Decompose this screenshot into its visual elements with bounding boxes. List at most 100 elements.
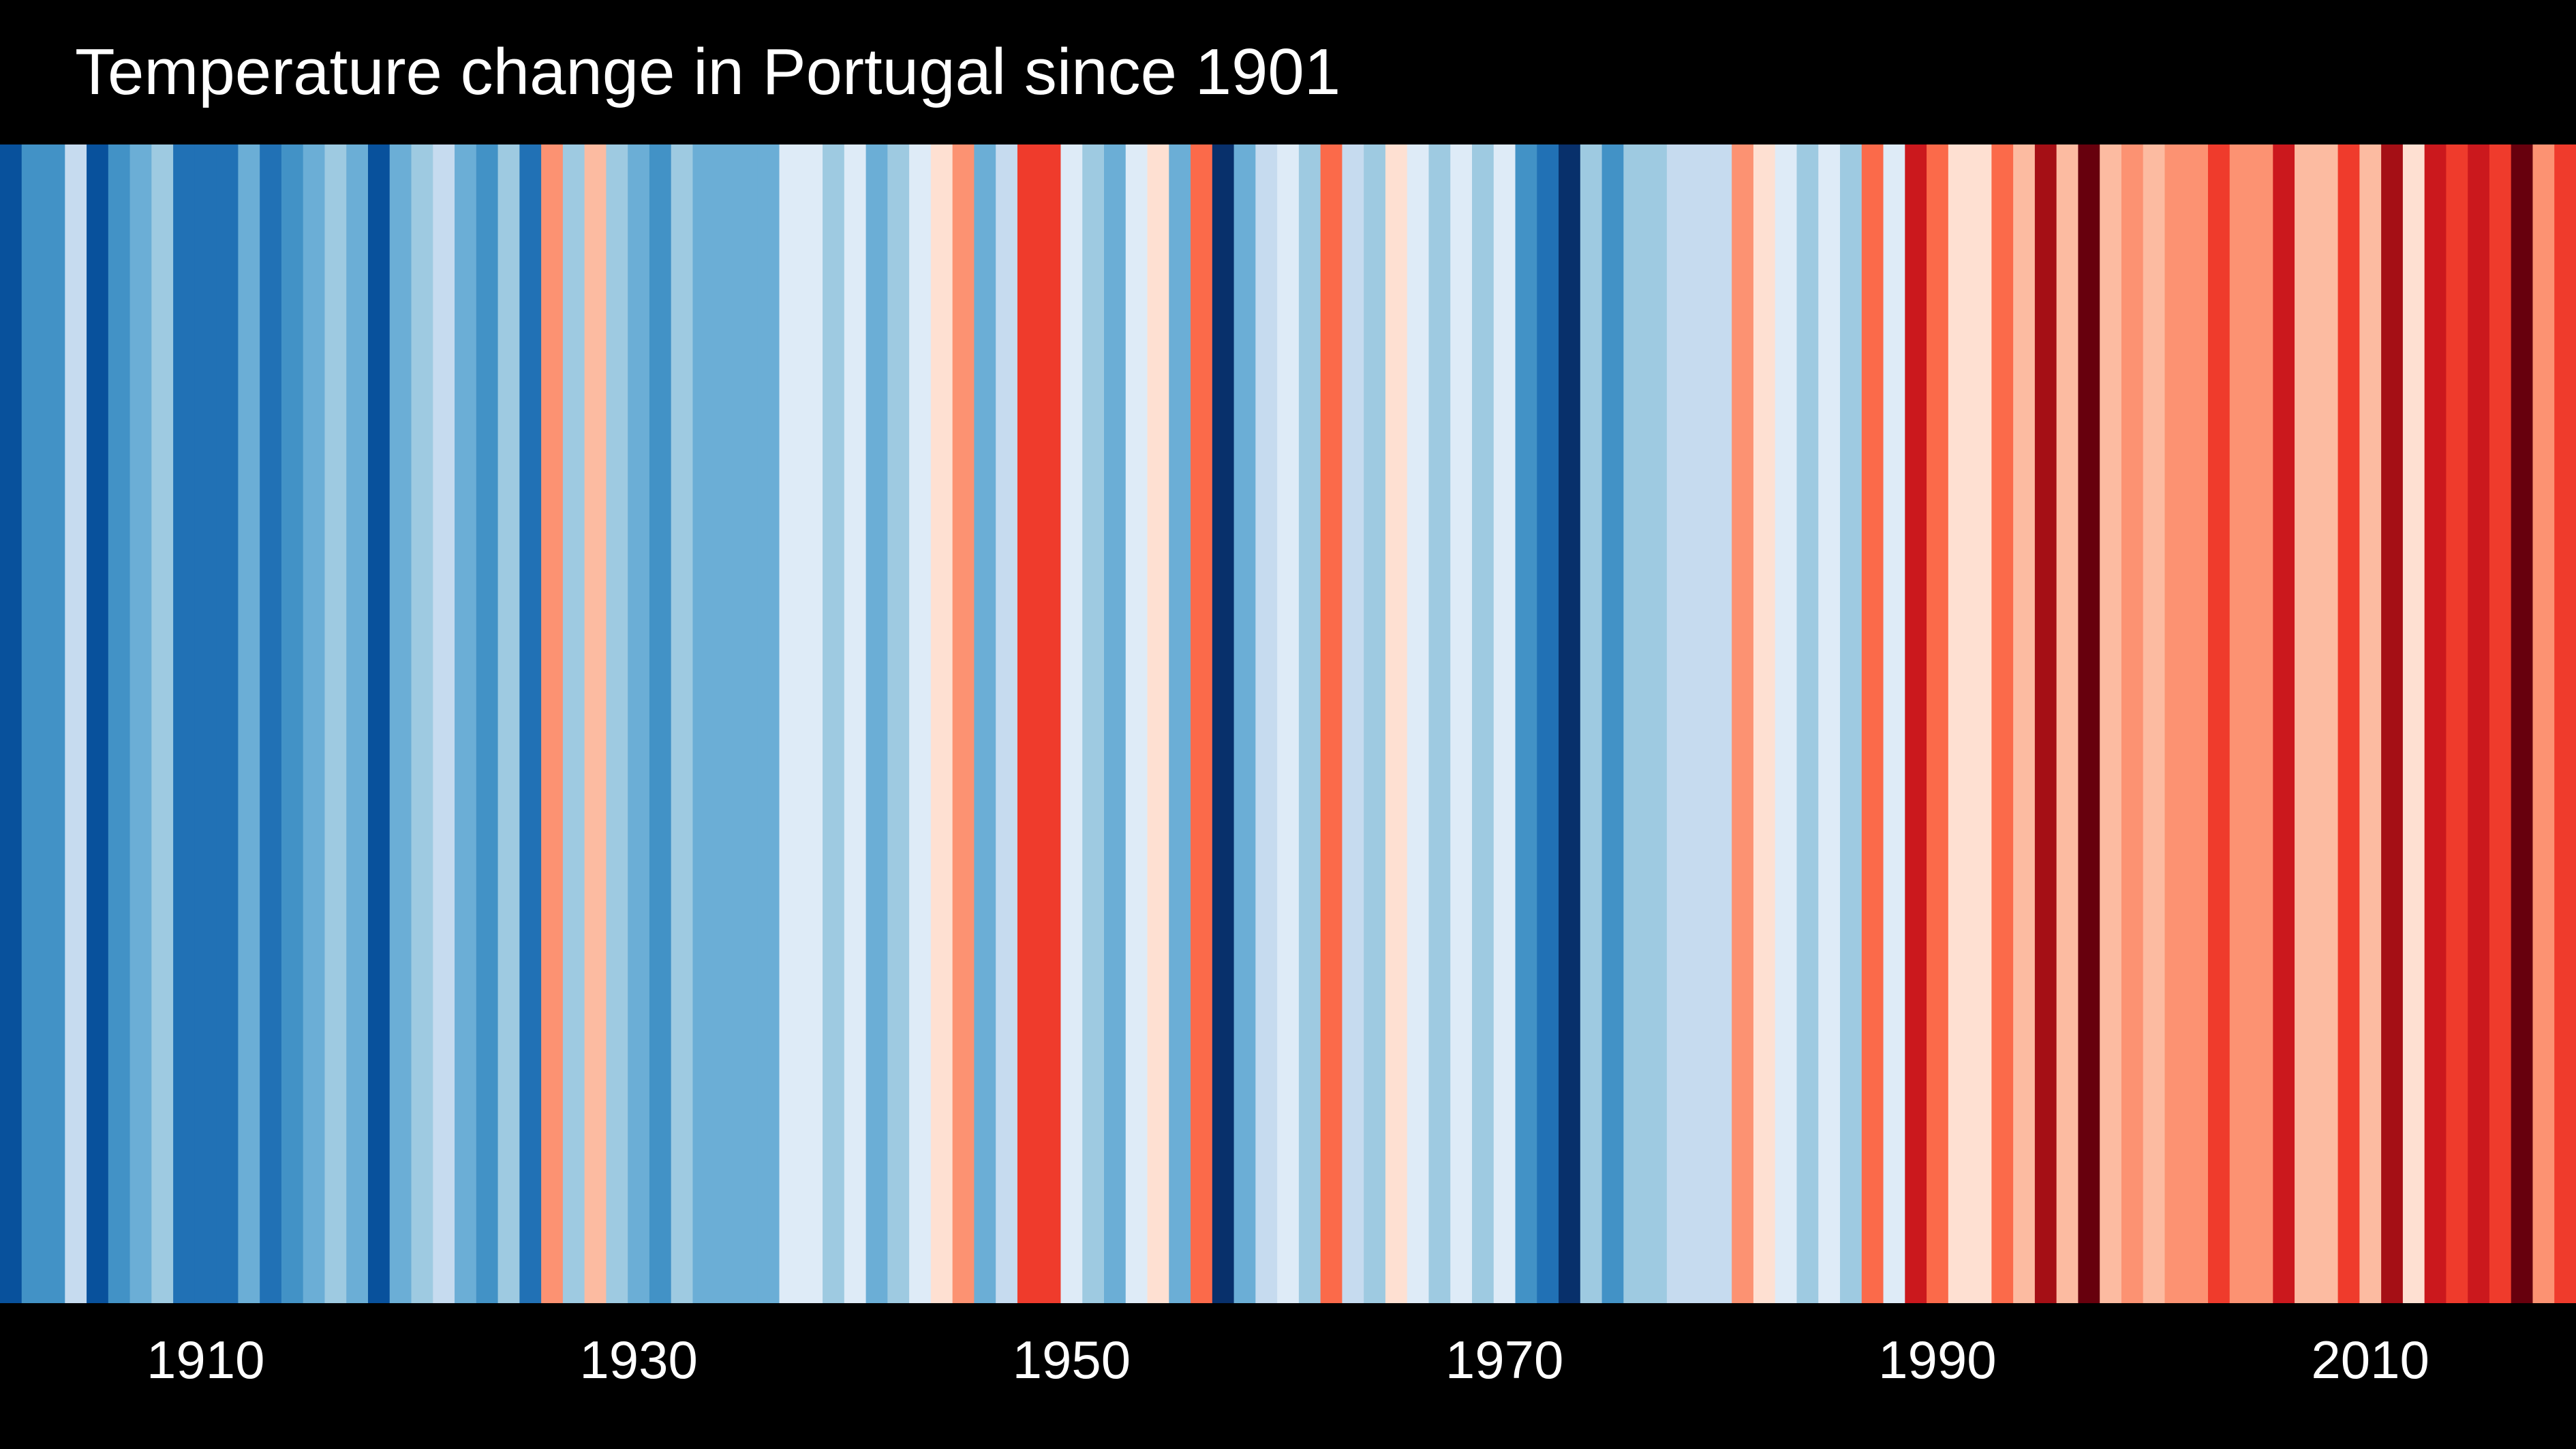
stripe-1954 <box>1147 144 1169 1303</box>
x-axis-ticks: 1910 1930 1950 1970 1990 2010 <box>0 1303 2576 1449</box>
stripe-2014 <box>2446 144 2468 1303</box>
stripe-1993 <box>1991 144 2014 1303</box>
stripe-2018 <box>2532 144 2555 1303</box>
stripe-1967 <box>1428 144 1451 1303</box>
stripe-1935 <box>736 144 758 1303</box>
stripe-1903 <box>43 144 65 1303</box>
stripe-1956 <box>1191 144 1213 1303</box>
stripe-1977 <box>1645 144 1668 1303</box>
stripe-1952 <box>1104 144 1126 1303</box>
stripe-1914 <box>281 144 304 1303</box>
stripe-1947 <box>996 144 1018 1303</box>
stripe-1915 <box>303 144 326 1303</box>
stripe-1979 <box>1688 144 1711 1303</box>
stripe-1921 <box>433 144 455 1303</box>
stripe-1987 <box>1861 144 1884 1303</box>
stripe-1981 <box>1732 144 1754 1303</box>
tick-label-1950: 1950 <box>1012 1330 1131 1390</box>
stripe-1976 <box>1623 144 1646 1303</box>
stripe-2012 <box>2402 144 2425 1303</box>
stripe-1943 <box>909 144 932 1303</box>
stripe-1937 <box>779 144 801 1303</box>
tick-label-1910: 1910 <box>147 1330 265 1390</box>
stripe-1948 <box>1017 144 1040 1303</box>
stripe-1988 <box>1883 144 1905 1303</box>
stripe-2007 <box>2295 144 2317 1303</box>
stripe-1983 <box>1775 144 1798 1303</box>
stripe-1944 <box>930 144 953 1303</box>
stripe-2003 <box>2208 144 2230 1303</box>
stripe-1982 <box>1753 144 1776 1303</box>
stripe-1973 <box>1559 144 1581 1303</box>
stripe-1939 <box>823 144 845 1303</box>
stripe-2006 <box>2273 144 2295 1303</box>
stripe-1940 <box>844 144 867 1303</box>
stripe-1998 <box>2100 144 2122 1303</box>
stripe-1964 <box>1364 144 1386 1303</box>
stripe-1932 <box>671 144 694 1303</box>
stripe-1997 <box>2078 144 2100 1303</box>
stripe-1994 <box>2013 144 2036 1303</box>
stripe-1926 <box>541 144 564 1303</box>
stripe-1960 <box>1277 144 1300 1303</box>
stripe-1910 <box>194 144 217 1303</box>
stripe-1999 <box>2121 144 2144 1303</box>
stripe-1919 <box>389 144 412 1303</box>
stripe-1953 <box>1125 144 1148 1303</box>
stripe-1918 <box>368 144 390 1303</box>
stripe-1971 <box>1515 144 1537 1303</box>
stripe-1923 <box>476 144 499 1303</box>
stripe-1990 <box>1927 144 1949 1303</box>
stripe-1916 <box>324 144 347 1303</box>
stripe-1966 <box>1407 144 1430 1303</box>
stripe-2011 <box>2381 144 2404 1303</box>
stripe-1972 <box>1537 144 1559 1303</box>
stripe-1986 <box>1840 144 1862 1303</box>
stripe-2015 <box>2468 144 2490 1303</box>
stripe-1930 <box>628 144 650 1303</box>
stripe-1906 <box>108 144 131 1303</box>
stripe-1941 <box>865 144 888 1303</box>
stripe-1950 <box>1060 144 1083 1303</box>
tick-label-1970: 1970 <box>1445 1330 1564 1390</box>
stripe-2004 <box>2229 144 2252 1303</box>
stripe-1955 <box>1169 144 1191 1303</box>
stripe-1949 <box>1039 144 1062 1303</box>
stripe-2005 <box>2251 144 2273 1303</box>
stripe-1904 <box>65 144 87 1303</box>
stripe-1917 <box>346 144 369 1303</box>
stripe-1980 <box>1710 144 1732 1303</box>
stripe-1902 <box>21 144 44 1303</box>
stripe-1942 <box>887 144 910 1303</box>
stripe-1909 <box>173 144 196 1303</box>
stripe-1907 <box>129 144 152 1303</box>
stripe-1991 <box>1948 144 1971 1303</box>
stripe-1951 <box>1082 144 1105 1303</box>
stripe-1920 <box>411 144 433 1303</box>
tick-label-2010: 2010 <box>2311 1330 2429 1390</box>
stripe-1946 <box>974 144 996 1303</box>
stripe-1969 <box>1472 144 1494 1303</box>
stripe-2017 <box>2511 144 2534 1303</box>
stripe-1931 <box>649 144 672 1303</box>
stripe-1925 <box>519 144 542 1303</box>
stripe-1928 <box>584 144 607 1303</box>
stripe-1995 <box>2034 144 2057 1303</box>
stripe-1908 <box>151 144 174 1303</box>
stripe-1989 <box>1905 144 1927 1303</box>
stripe-1958 <box>1233 144 1256 1303</box>
stripe-1959 <box>1255 144 1278 1303</box>
stripe-1927 <box>562 144 585 1303</box>
stripe-2001 <box>2164 144 2187 1303</box>
stripe-1922 <box>455 144 477 1303</box>
stripe-1974 <box>1580 144 1603 1303</box>
stripe-1961 <box>1298 144 1321 1303</box>
stripe-1985 <box>1818 144 1841 1303</box>
stripe-2009 <box>2337 144 2360 1303</box>
stripe-2010 <box>2359 144 2382 1303</box>
stripe-1933 <box>692 144 715 1303</box>
stripe-1945 <box>952 144 975 1303</box>
stripe-1970 <box>1493 144 1516 1303</box>
stripe-1905 <box>87 144 109 1303</box>
stripe-1963 <box>1342 144 1364 1303</box>
